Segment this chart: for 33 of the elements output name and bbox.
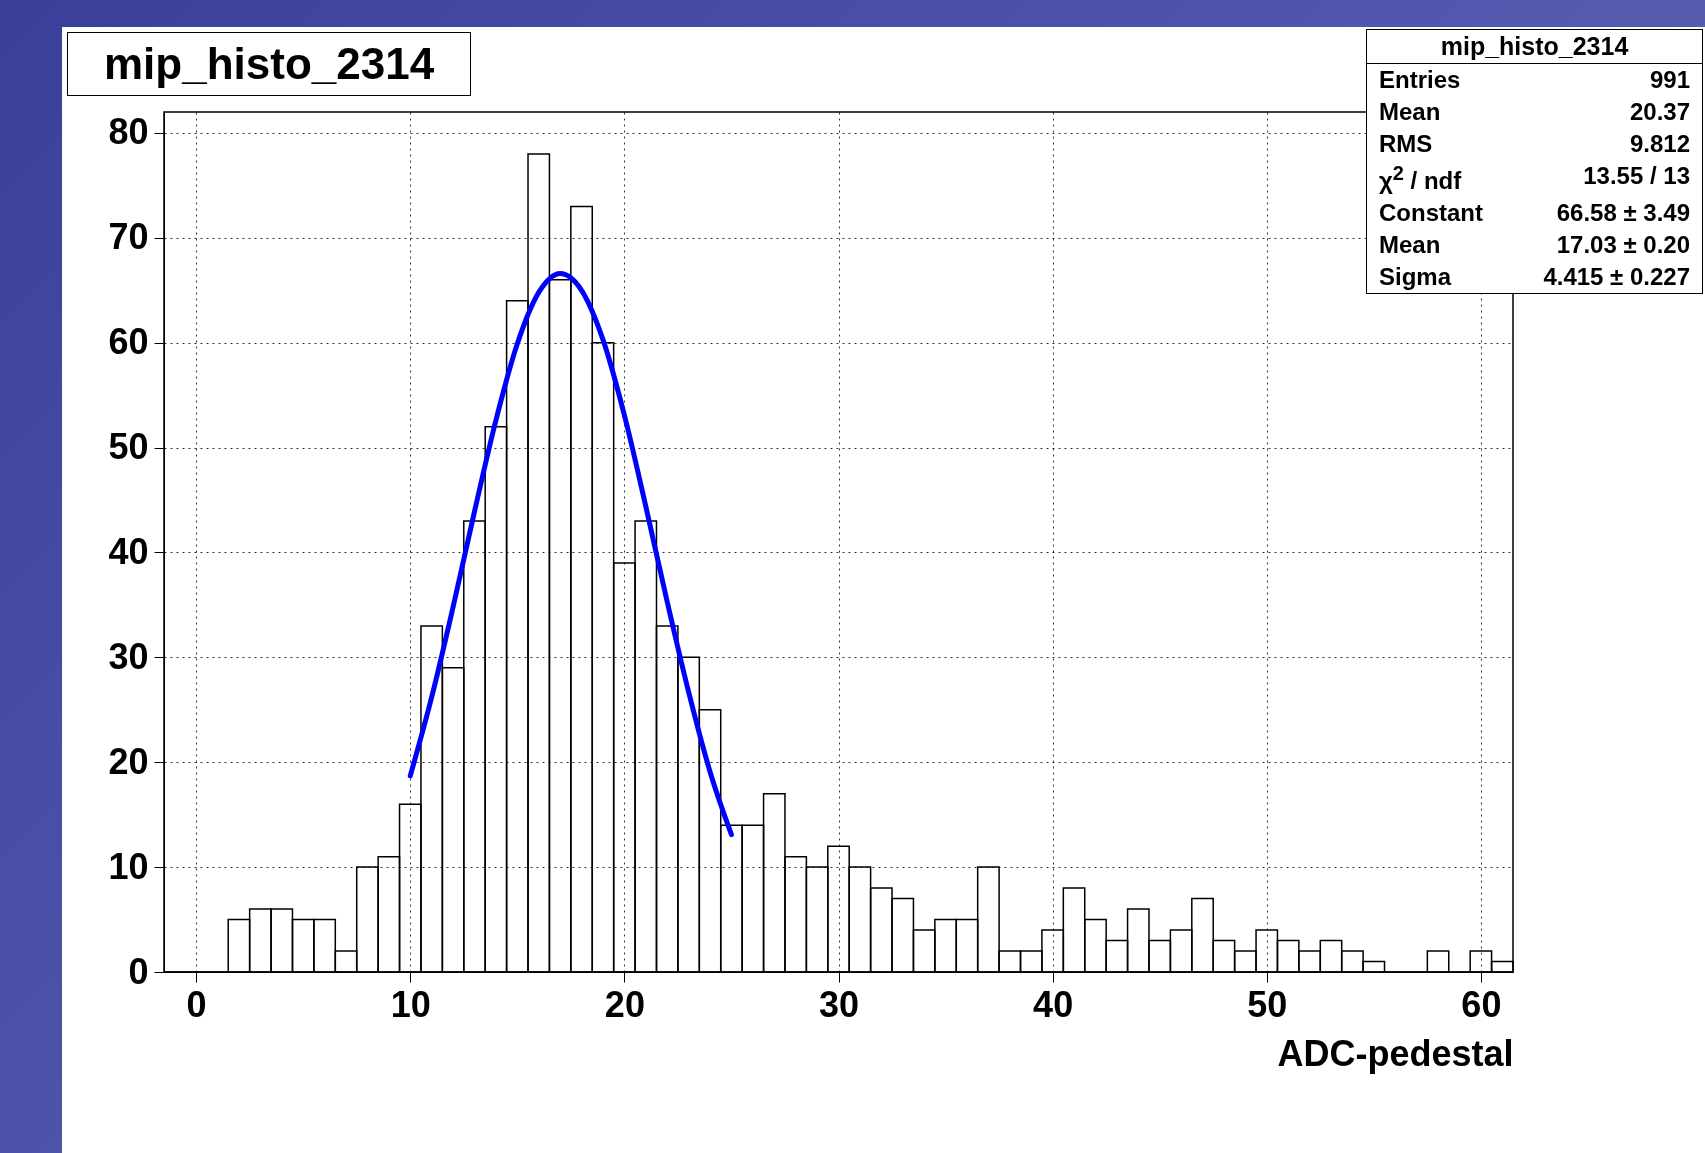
text: Entries bbox=[1379, 66, 1461, 94]
x-tick-label: 0 bbox=[186, 983, 207, 1025]
text: 66.58 ± 3.49 bbox=[1556, 199, 1690, 227]
x-axis-title: ADC-pedestal bbox=[1277, 1032, 1514, 1074]
annotation: χ$^{2}$ / ndf bbox=[1379, 162, 1462, 195]
x-tick-label: 30 bbox=[818, 983, 860, 1025]
y-tick-label: 40 bbox=[108, 530, 149, 572]
x-tick-label: 40 bbox=[1033, 983, 1074, 1025]
text: 13.55 / 13 bbox=[1583, 162, 1690, 191]
y-tick-label: 80 bbox=[108, 111, 149, 153]
y-tick-label: 0 bbox=[128, 950, 149, 992]
y-tick-label: 60 bbox=[108, 321, 149, 363]
text: 20.37 bbox=[1629, 98, 1690, 126]
annotation: Mean bbox=[1379, 98, 1441, 126]
y-tick-label: 70 bbox=[108, 216, 149, 258]
x-tick-label: 20 bbox=[604, 983, 645, 1025]
annotation: Constant bbox=[1379, 199, 1483, 227]
text: 4.415 ± 0.227 bbox=[1543, 263, 1690, 291]
annotation: RMS bbox=[1379, 130, 1433, 158]
chart-title: mip_histo_2314 bbox=[67, 32, 472, 96]
y-tick-label: 50 bbox=[108, 426, 149, 468]
text: 9.812 bbox=[1629, 130, 1690, 158]
annotation: Sigma bbox=[1379, 263, 1452, 291]
y-tick-label: 30 bbox=[108, 635, 149, 677]
annotation: Mean bbox=[1379, 231, 1441, 259]
x-tick-label: 50 bbox=[1247, 983, 1288, 1025]
text: 17.03 ± 0.20 bbox=[1556, 231, 1690, 259]
text: mip_histo_2314 bbox=[1367, 30, 1702, 64]
x-tick-label: 10 bbox=[390, 983, 431, 1025]
x-tick-label: 60 bbox=[1461, 983, 1502, 1025]
text: 991 bbox=[1649, 66, 1690, 94]
y-tick-label: 20 bbox=[108, 740, 149, 782]
y-tick-label: 10 bbox=[108, 845, 149, 887]
